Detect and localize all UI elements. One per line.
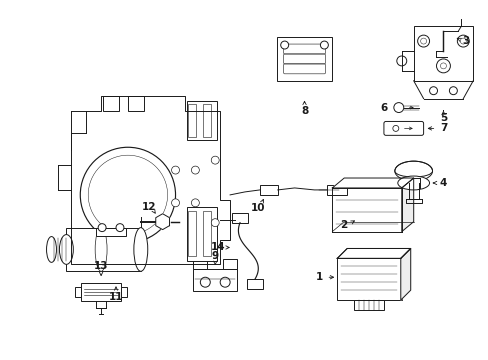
Circle shape (280, 41, 288, 49)
Ellipse shape (397, 176, 428, 190)
Circle shape (171, 199, 179, 207)
Polygon shape (156, 214, 169, 230)
Circle shape (191, 166, 199, 174)
Bar (246, 279, 263, 289)
Text: 5: 5 (439, 113, 446, 123)
Circle shape (396, 56, 406, 66)
Polygon shape (400, 248, 410, 300)
Bar (259, 185, 277, 195)
Circle shape (220, 277, 230, 287)
Circle shape (392, 125, 398, 131)
Text: 10: 10 (250, 203, 264, 213)
Circle shape (438, 38, 444, 44)
Circle shape (448, 87, 456, 95)
Text: 2: 2 (340, 220, 347, 230)
Ellipse shape (60, 235, 73, 264)
Bar (193, 260, 207, 269)
Text: 13: 13 (94, 261, 108, 271)
Bar (223, 260, 237, 269)
Circle shape (416, 181, 422, 187)
Text: 9: 9 (211, 251, 218, 261)
Bar (103, 96, 119, 111)
Circle shape (171, 166, 179, 174)
Circle shape (440, 63, 446, 69)
Ellipse shape (134, 228, 147, 271)
Bar (353, 300, 383, 310)
Circle shape (420, 38, 426, 44)
Circle shape (98, 224, 106, 231)
Circle shape (211, 156, 219, 164)
Circle shape (428, 87, 437, 95)
Text: 8: 8 (300, 105, 307, 116)
Circle shape (436, 59, 449, 73)
Circle shape (80, 147, 175, 243)
Bar (203, 104, 211, 137)
Bar (188, 104, 196, 137)
Circle shape (456, 35, 468, 47)
Polygon shape (401, 178, 413, 231)
Bar (128, 96, 143, 111)
Text: 1: 1 (315, 272, 323, 282)
Text: 12: 12 (141, 202, 156, 212)
Text: 4: 4 (439, 178, 446, 188)
Text: 3: 3 (462, 36, 469, 46)
Circle shape (116, 224, 123, 231)
FancyBboxPatch shape (81, 283, 121, 301)
Text: 7: 7 (439, 123, 446, 134)
Ellipse shape (394, 161, 432, 181)
Text: 11: 11 (108, 292, 123, 302)
Bar (276, 37, 332, 81)
Circle shape (417, 35, 428, 47)
Bar (413, 26, 472, 81)
Circle shape (393, 103, 403, 113)
Bar (96, 228, 126, 235)
Polygon shape (332, 178, 413, 188)
Bar (337, 258, 401, 300)
Bar (232, 213, 247, 223)
Bar (188, 211, 196, 256)
Bar (326, 185, 346, 195)
Text: 14: 14 (210, 243, 225, 252)
Circle shape (459, 38, 466, 44)
Circle shape (211, 219, 219, 227)
FancyBboxPatch shape (383, 121, 423, 135)
Text: 6: 6 (380, 103, 387, 113)
Bar (187, 100, 217, 140)
Bar (66, 228, 141, 271)
Bar (187, 207, 217, 261)
Bar (193, 269, 237, 291)
Bar (75, 287, 81, 297)
Ellipse shape (46, 237, 56, 262)
Bar (121, 287, 127, 297)
Ellipse shape (95, 228, 107, 271)
Circle shape (200, 277, 210, 287)
Bar (203, 211, 211, 256)
Polygon shape (337, 248, 410, 258)
Circle shape (191, 199, 199, 207)
Circle shape (320, 41, 327, 49)
